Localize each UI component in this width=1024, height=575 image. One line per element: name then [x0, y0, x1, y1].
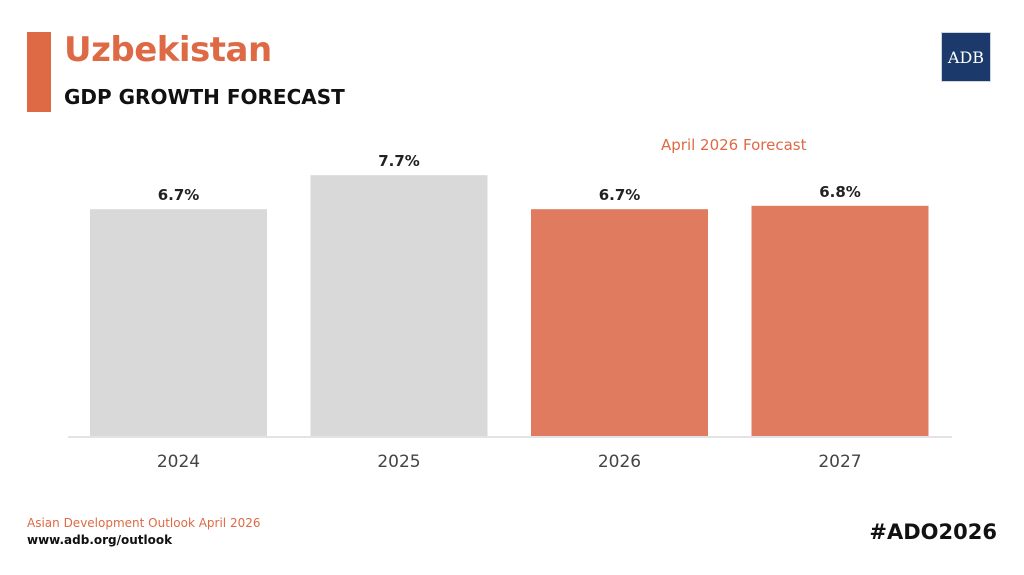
footer-url: www.adb.org/outlook [27, 533, 173, 547]
x-tick-label-2027: 2027 [818, 452, 861, 472]
chart-subtitle: GDP GROWTH FORECAST [64, 85, 345, 109]
x-tick-label-2024: 2024 [157, 452, 200, 472]
footer-source: Asian Development Outlook April 2026 [27, 516, 261, 530]
title-accent-bar [27, 32, 51, 112]
data-label-2024: 6.7% [158, 186, 200, 204]
bar-2026 [531, 209, 708, 437]
data-label-2026: 6.7% [599, 186, 641, 204]
bar-2025 [310, 175, 488, 437]
data-label-2027: 6.8% [819, 183, 861, 201]
bar-2027 [751, 205, 929, 437]
data-label-2025: 7.7% [378, 152, 420, 170]
adb-logo: ADB [941, 32, 991, 82]
forecast-label: April 2026 Forecast [661, 136, 807, 154]
hashtag: #ADO2026 [869, 520, 997, 544]
x-tick-label-2025: 2025 [377, 452, 420, 472]
bar-2024 [90, 209, 267, 437]
x-tick-label-2026: 2026 [598, 452, 641, 472]
chart-title: Uzbekistan [64, 30, 272, 70]
